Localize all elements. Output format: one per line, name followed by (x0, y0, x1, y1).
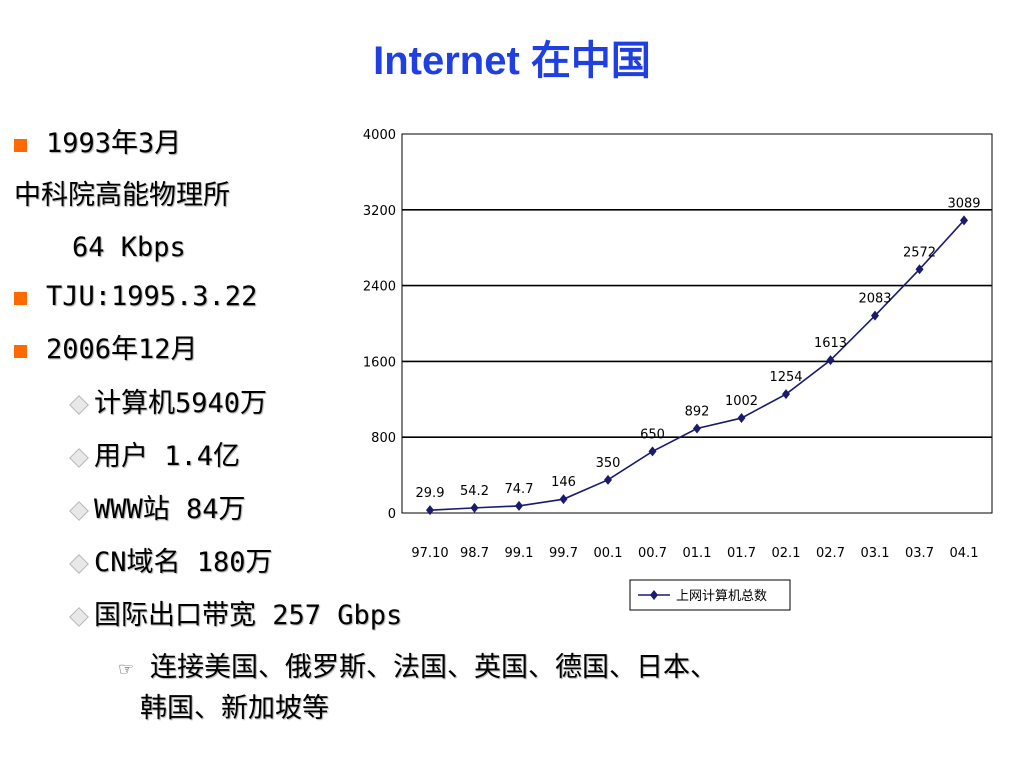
bullet-icon (14, 345, 27, 358)
data-label: 350 (596, 456, 621, 471)
x-tick-label: 97.10 (411, 546, 448, 561)
item-1993-institute: 中科院高能物理所 (14, 180, 230, 211)
y-tick-label: 4000 (363, 128, 396, 143)
data-label: 54.2 (460, 484, 489, 499)
data-point (737, 413, 746, 424)
data-point (960, 215, 968, 226)
diamond-bullet-icon (69, 607, 89, 627)
legend-marker (650, 590, 658, 600)
sub-item-cn-domain: CN域名 180万 (94, 547, 273, 578)
x-tick-label: 02.7 (816, 546, 845, 561)
sub-item-computers: 计算机5940万 (94, 388, 268, 419)
data-label: 146 (551, 475, 576, 490)
data-point (604, 474, 612, 485)
x-tick-label: 99.1 (505, 546, 534, 561)
item-1993: 1993年3月 (46, 128, 182, 159)
item-1993-speed: 64 Kbps (72, 232, 186, 263)
data-point (559, 494, 568, 505)
note-connections-line2: 韩国、新加坡等 (140, 693, 329, 724)
diamond-bullet-icon (69, 395, 89, 415)
bullet-icon (14, 139, 27, 152)
x-tick-label: 01.1 (683, 546, 712, 561)
data-label: 29.9 (416, 486, 445, 501)
y-tick-label: 800 (371, 431, 396, 446)
x-tick-label: 01.7 (727, 546, 756, 561)
item-tju: TJU:1995.3.22 (46, 281, 258, 312)
item-2006: 2006年12月 (46, 334, 198, 365)
data-point (470, 502, 479, 513)
data-point (515, 500, 523, 511)
x-tick-label: 03.1 (861, 546, 890, 561)
data-label: 1254 (769, 370, 802, 385)
data-point (426, 505, 434, 516)
data-label: 1002 (725, 394, 758, 409)
data-label: 2572 (903, 245, 936, 260)
x-tick-label: 98.7 (460, 546, 489, 561)
bullet-icon (14, 292, 27, 305)
y-tick-label: 3200 (363, 204, 396, 219)
line-chart: 0 800 1600 2400 3200 4000 97.10 98.7 99.1 99.7 00.… (363, 128, 993, 611)
data-point (871, 310, 879, 321)
note-connections-line1: 连接美国、俄罗斯、法国、英国、德国、日本、 (150, 652, 717, 683)
data-label: 3089 (947, 196, 980, 211)
x-tick-label: 00.1 (594, 546, 623, 561)
sub-item-bandwidth: 国际出口带宽 257 Gbps (94, 600, 403, 631)
data-point (648, 446, 657, 457)
x-tick-label: 03.7 (905, 546, 934, 561)
y-tick-label: 2400 (363, 280, 396, 295)
x-tick-label: 04.1 (950, 546, 979, 561)
x-tick-label: 02.1 (772, 546, 801, 561)
data-point (826, 355, 835, 366)
data-label: 650 (640, 427, 665, 442)
page-title: Internet 在中国 (373, 39, 651, 83)
diamond-bullet-icon (69, 554, 89, 574)
y-tick-label: 1600 (363, 355, 396, 370)
data-point (782, 389, 790, 400)
data-label: 2083 (858, 292, 891, 307)
plot-area (401, 133, 993, 514)
sub-item-www: WWW站 84万 (94, 494, 246, 525)
diamond-bullet-icon (69, 448, 89, 468)
x-tick-label: 99.7 (549, 546, 578, 561)
y-tick-label: 0 (388, 507, 396, 522)
pointing-hand-icon: ☞ (118, 659, 135, 680)
data-label: 74.7 (505, 482, 534, 497)
x-tick-label: 00.7 (638, 546, 667, 561)
data-point (915, 264, 924, 275)
data-label: 1613 (814, 336, 847, 351)
legend-label: 上网计算机总数 (676, 589, 767, 604)
data-point (693, 423, 701, 434)
diamond-bullet-icon (69, 501, 89, 521)
data-label: 892 (685, 404, 710, 419)
sub-item-users: 用户 1.4亿 (94, 441, 241, 472)
